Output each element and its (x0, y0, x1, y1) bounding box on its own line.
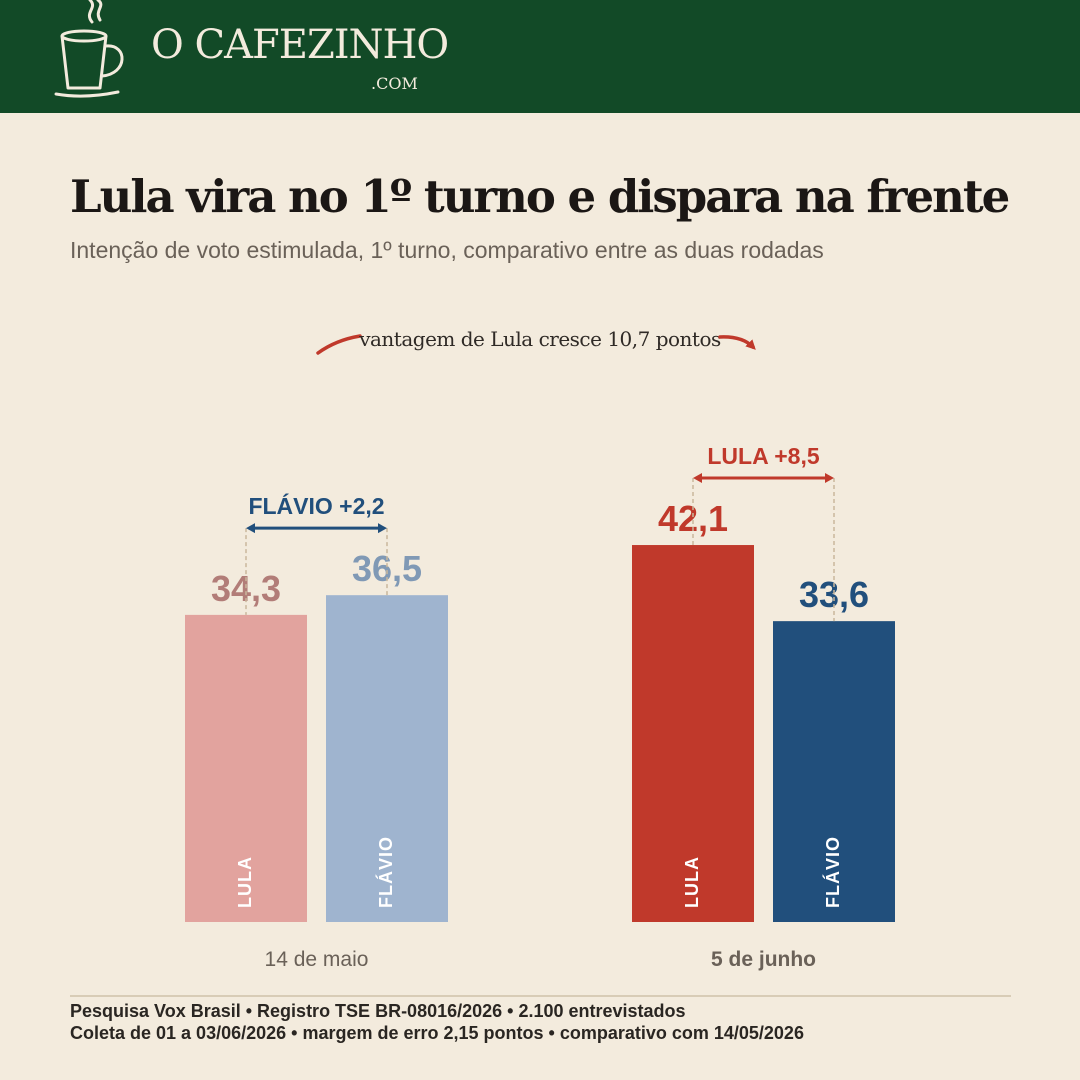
lead-arrowhead-left (693, 473, 702, 484)
bar-name-label: LULA (235, 856, 255, 908)
bar-chart: vantagem de Lula cresce 10,7 pontos 34,3… (185, 327, 895, 971)
footer-divider (70, 995, 1011, 997)
brand-domain: .COM (371, 74, 418, 93)
footer-line-2: Coleta de 01 a 03/06/2026 • margem de er… (70, 1023, 804, 1043)
category-label: 14 de maio (265, 948, 369, 971)
chart-subtitle: Intenção de voto estimulada, 1º turno, c… (70, 237, 824, 263)
value-label: 36,5 (352, 548, 422, 589)
bar-lula-0 (185, 614, 307, 922)
lead-arrowhead-left (246, 523, 255, 534)
header-bar: O CAFEZINHO .COM (0, 0, 1080, 113)
bar-flávio-0 (326, 595, 448, 922)
value-label: 42,1 (658, 498, 728, 539)
bar-name-label: FLÁVIO (822, 836, 843, 908)
annotation-swoosh (316, 334, 362, 355)
annotation-arrow (718, 335, 756, 350)
lead-label: LULA +8,5 (707, 443, 819, 469)
lead-label: FLÁVIO +2,2 (248, 492, 384, 519)
lead-arrowhead-right (825, 473, 834, 484)
bar-name-label: FLÁVIO (375, 836, 396, 908)
bar-flávio-1 (773, 621, 895, 922)
annotation-text: vantagem de Lula cresce 10,7 pontos (358, 327, 721, 351)
coffee-cup-icon (54, 0, 124, 98)
bar-lula-1 (632, 545, 754, 922)
lead-arrowhead-right (378, 523, 387, 534)
brand-name: O CAFEZINHO (151, 22, 449, 68)
footer-line-1: Pesquisa Vox Brasil • Registro TSE BR-08… (70, 1001, 686, 1021)
chart-title: Lula vira no 1º turno e dispara na frent… (70, 170, 1010, 223)
bar-name-label: LULA (682, 856, 702, 908)
value-label: 33,6 (799, 574, 869, 615)
category-label: 5 de junho (711, 948, 816, 971)
annotation-group: vantagem de Lula cresce 10,7 pontos (316, 327, 756, 355)
